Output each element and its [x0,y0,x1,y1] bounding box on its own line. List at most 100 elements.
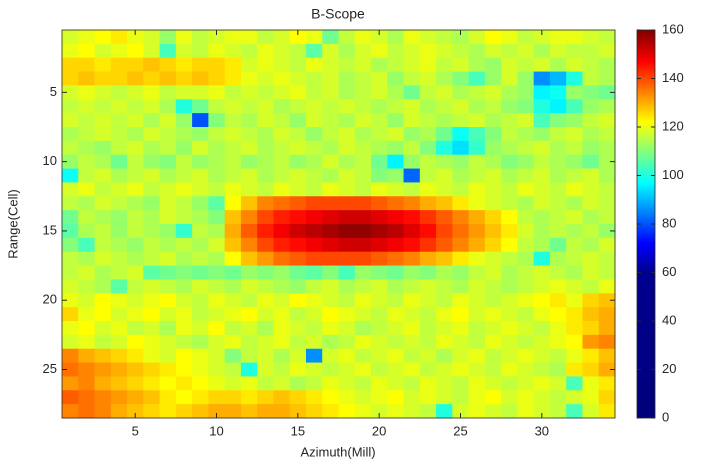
heatmap-cell [143,348,160,363]
heatmap-cell [289,154,307,169]
heatmap-cell [484,182,502,197]
colorbar-tick-label: 80 [662,215,676,230]
heatmap-cell [484,57,502,72]
heatmap-cell [387,251,404,266]
heatmap-cell [549,224,567,239]
heatmap-cell [533,265,551,280]
heatmap-cell [159,140,177,156]
heatmap-cell [371,376,388,391]
heatmap-cell [224,43,242,59]
heatmap-cell [110,293,128,308]
heatmap-cell [354,99,372,114]
heatmap-cell [484,404,502,419]
heatmap-cell [598,71,616,86]
y-axis-label: Range(Cell) [5,189,20,258]
heatmap-cell [419,224,437,239]
heatmap-cell [78,237,95,253]
heatmap-cell [598,43,616,59]
heatmap-cell [436,57,453,72]
heatmap-cell [533,404,551,419]
heatmap-cell [517,237,535,253]
heatmap-cell [208,127,226,142]
heatmap-cell [419,127,437,142]
heatmap-cell [452,224,470,239]
heatmap-cell [273,265,291,280]
heatmap-cell [305,99,323,114]
heatmap-cell [533,348,551,363]
heatmap-cell [549,154,567,169]
heatmap-cell [159,224,177,239]
heatmap-cell [192,43,209,59]
heatmap-cell [240,30,258,45]
heatmap-cell [403,293,421,308]
heatmap-cell [387,390,404,405]
heatmap-cell [208,210,226,225]
heatmap-cell [484,348,502,363]
heatmap-cell [452,43,470,59]
heatmap-cell [143,154,160,169]
heatmap-cell [371,362,388,377]
heatmap-cell [501,154,518,169]
heatmap-cell [62,390,79,405]
heatmap-cell [549,168,567,183]
heatmap-cell [566,251,583,266]
heatmap-cell [338,168,356,183]
heatmap-cell [436,293,453,308]
heatmap-cell [484,334,502,350]
heatmap-cell [159,362,177,377]
heatmap-cell [257,376,274,391]
heatmap-cell [533,279,551,294]
heatmap-cell [517,251,535,266]
heatmap-cell [322,348,339,363]
heatmap-cell [143,321,160,336]
heatmap-cell [110,99,128,114]
heatmap-cell [419,113,437,128]
heatmap-cell [289,348,307,363]
heatmap-cell [566,334,583,350]
heatmap-cell [94,334,112,350]
heatmap-cell [110,182,128,197]
heatmap-cell [419,140,437,156]
heatmap-cell [533,127,551,142]
heatmap-cell [143,404,160,419]
heatmap-cell [501,348,518,363]
heatmap-cell [273,168,291,183]
heatmap-cell [208,43,226,59]
heatmap-cell [78,265,95,280]
heatmap-cell [484,390,502,405]
heatmap-cell [240,293,258,308]
heatmap-cell [143,71,160,86]
heatmap-cell [566,224,583,239]
heatmap-cell [338,71,356,86]
heatmap-cell [517,334,535,350]
heatmap-cell [208,404,226,419]
heatmap-cell [338,362,356,377]
heatmap-cell [354,30,372,45]
heatmap-cell [436,279,453,294]
heatmap-cell [582,154,600,169]
heatmap-cell [78,182,95,197]
heatmap-cell [257,362,274,377]
heatmap-cell [143,196,160,211]
heatmap-cell [110,168,128,183]
heatmap-cell [468,140,486,156]
heatmap-cell [305,279,323,294]
heatmap-cell [305,182,323,197]
heatmap-cell [94,168,112,183]
heatmap-cell [143,43,160,59]
heatmap-cell [322,279,339,294]
heatmap-cell [240,127,258,142]
heatmap-cell [371,321,388,336]
heatmap-cell [127,362,144,377]
heatmap-cell [566,265,583,280]
heatmap-cell [159,99,177,114]
heatmap-cell [387,224,404,239]
heatmap-cell [78,57,95,72]
heatmap-cell [127,168,144,183]
heatmap-cell [322,57,339,72]
heatmap-cell [110,307,128,322]
heatmap-cell [175,30,193,45]
heatmap-cell [468,334,486,350]
heatmap-cell [549,348,567,363]
